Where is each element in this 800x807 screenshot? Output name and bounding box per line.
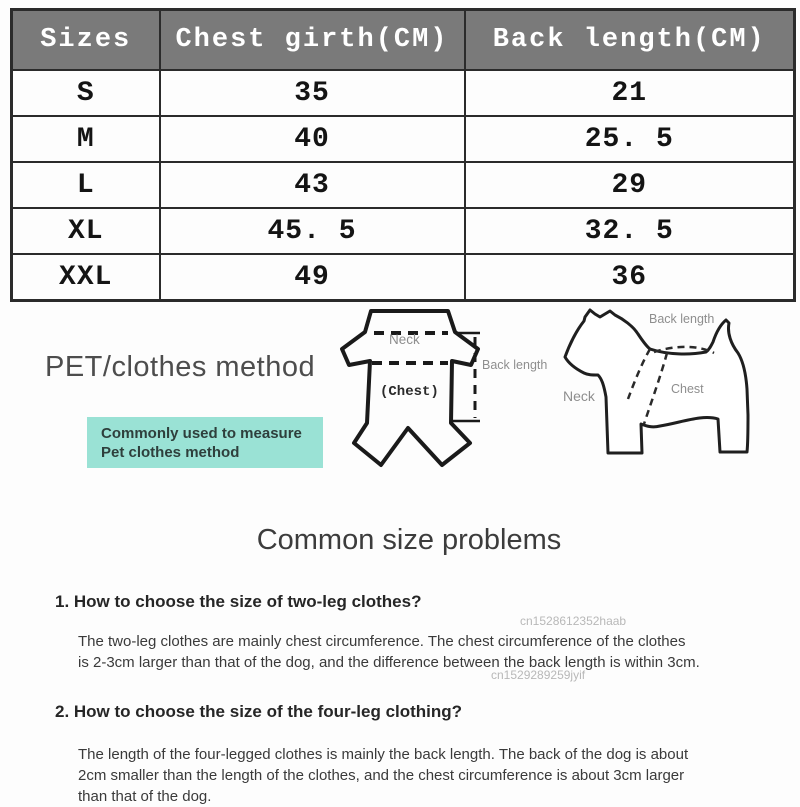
table-row-l: L 43 29 [10, 161, 796, 209]
dog-back-length-label: Back length [649, 312, 715, 326]
garment-neck-label: Neck [389, 332, 420, 347]
dog-outline-path [563, 308, 750, 455]
measure-section-title: PET/clothes method [45, 351, 316, 383]
dog-neck-label: Neck [563, 388, 595, 404]
cell-chest: 45. 5 [158, 207, 466, 255]
dog-neck-dashline [626, 348, 652, 400]
cell-chest: 40 [158, 115, 466, 163]
answer-two-leg: The two-leg clothes are mainly chest cir… [78, 633, 700, 671]
cell-size: XXL [10, 253, 161, 302]
dog-diagram [563, 308, 750, 455]
cell-chest: 35 [158, 69, 466, 117]
table-row-xl: XL 45. 5 32. 5 [10, 207, 796, 255]
cell-size: S [10, 69, 161, 117]
measure-note-line2: Pet clothes method [101, 444, 240, 461]
question-two-leg: 1. How to choose the size of two-leg clo… [55, 592, 422, 611]
cell-back: 21 [463, 69, 796, 117]
cell-chest: 43 [158, 161, 466, 209]
size-table: Sizes Chest girth(CM) Back length(CM) S … [10, 8, 796, 302]
cell-back: 25. 5 [463, 115, 796, 163]
cell-chest: 49 [158, 253, 466, 302]
table-row-xxl: XXL 49 36 [10, 253, 796, 302]
table-row-s: S 35 21 [10, 69, 796, 117]
dog-chest-label: Chest [671, 382, 704, 396]
answer-four-leg: The length of the four-legged clothes is… [78, 746, 689, 805]
watermark-text: cn1529289259jyif [491, 668, 586, 682]
watermark-text: cn1528612352haab [520, 614, 627, 628]
cell-back: 32. 5 [463, 207, 796, 255]
problems-title: Common size problems [256, 524, 562, 556]
dog-chest-dashline [642, 352, 669, 425]
table-row-m: M 40 25. 5 [10, 115, 796, 163]
garment-outline-path [340, 309, 480, 467]
dog-backlength-dashline [653, 345, 715, 355]
garment-diagram [340, 309, 480, 467]
cell-back: 29 [463, 161, 796, 209]
garment-back-length-label: Back length [482, 358, 548, 372]
header-back-length: Back length(CM) [463, 8, 796, 71]
cell-back: 36 [463, 253, 796, 302]
measure-note-line1: Commonly used to measure [101, 425, 302, 442]
cell-size: L [10, 161, 161, 209]
header-chest-girth: Chest girth(CM) [158, 8, 466, 71]
cell-size: M [10, 115, 161, 163]
cell-size: XL [10, 207, 161, 255]
size-table-header-row: Sizes Chest girth(CM) Back length(CM) [10, 8, 796, 71]
measure-note-highlight: Commonly used to measure Pet clothes met… [87, 417, 323, 468]
question-four-leg: 2. How to choose the size of the four-le… [55, 702, 463, 721]
garment-chest-label: (Chest) [380, 384, 439, 400]
header-sizes: Sizes [10, 8, 161, 71]
